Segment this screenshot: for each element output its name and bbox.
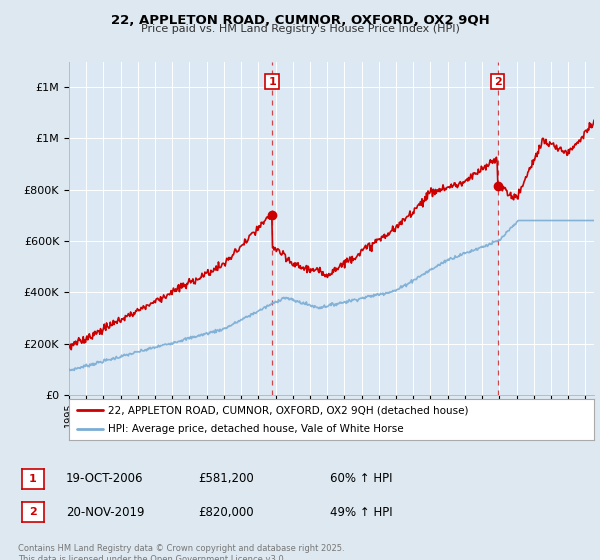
Text: 2: 2 [494,77,502,87]
Text: Contains HM Land Registry data © Crown copyright and database right 2025.
This d: Contains HM Land Registry data © Crown c… [18,544,344,560]
Text: 20-NOV-2019: 20-NOV-2019 [66,506,145,519]
Text: 2: 2 [29,507,37,517]
Text: 19-OCT-2006: 19-OCT-2006 [66,472,143,486]
Text: HPI: Average price, detached house, Vale of White Horse: HPI: Average price, detached house, Vale… [109,424,404,433]
Text: 60% ↑ HPI: 60% ↑ HPI [330,472,392,486]
Text: 1: 1 [29,474,37,484]
Text: £581,200: £581,200 [198,472,254,486]
Text: 1: 1 [268,77,276,87]
Text: 22, APPLETON ROAD, CUMNOR, OXFORD, OX2 9QH (detached house): 22, APPLETON ROAD, CUMNOR, OXFORD, OX2 9… [109,405,469,415]
Text: 49% ↑ HPI: 49% ↑ HPI [330,506,392,519]
Text: Price paid vs. HM Land Registry's House Price Index (HPI): Price paid vs. HM Land Registry's House … [140,24,460,34]
Text: £820,000: £820,000 [198,506,254,519]
Text: 22, APPLETON ROAD, CUMNOR, OXFORD, OX2 9QH: 22, APPLETON ROAD, CUMNOR, OXFORD, OX2 9… [110,14,490,27]
